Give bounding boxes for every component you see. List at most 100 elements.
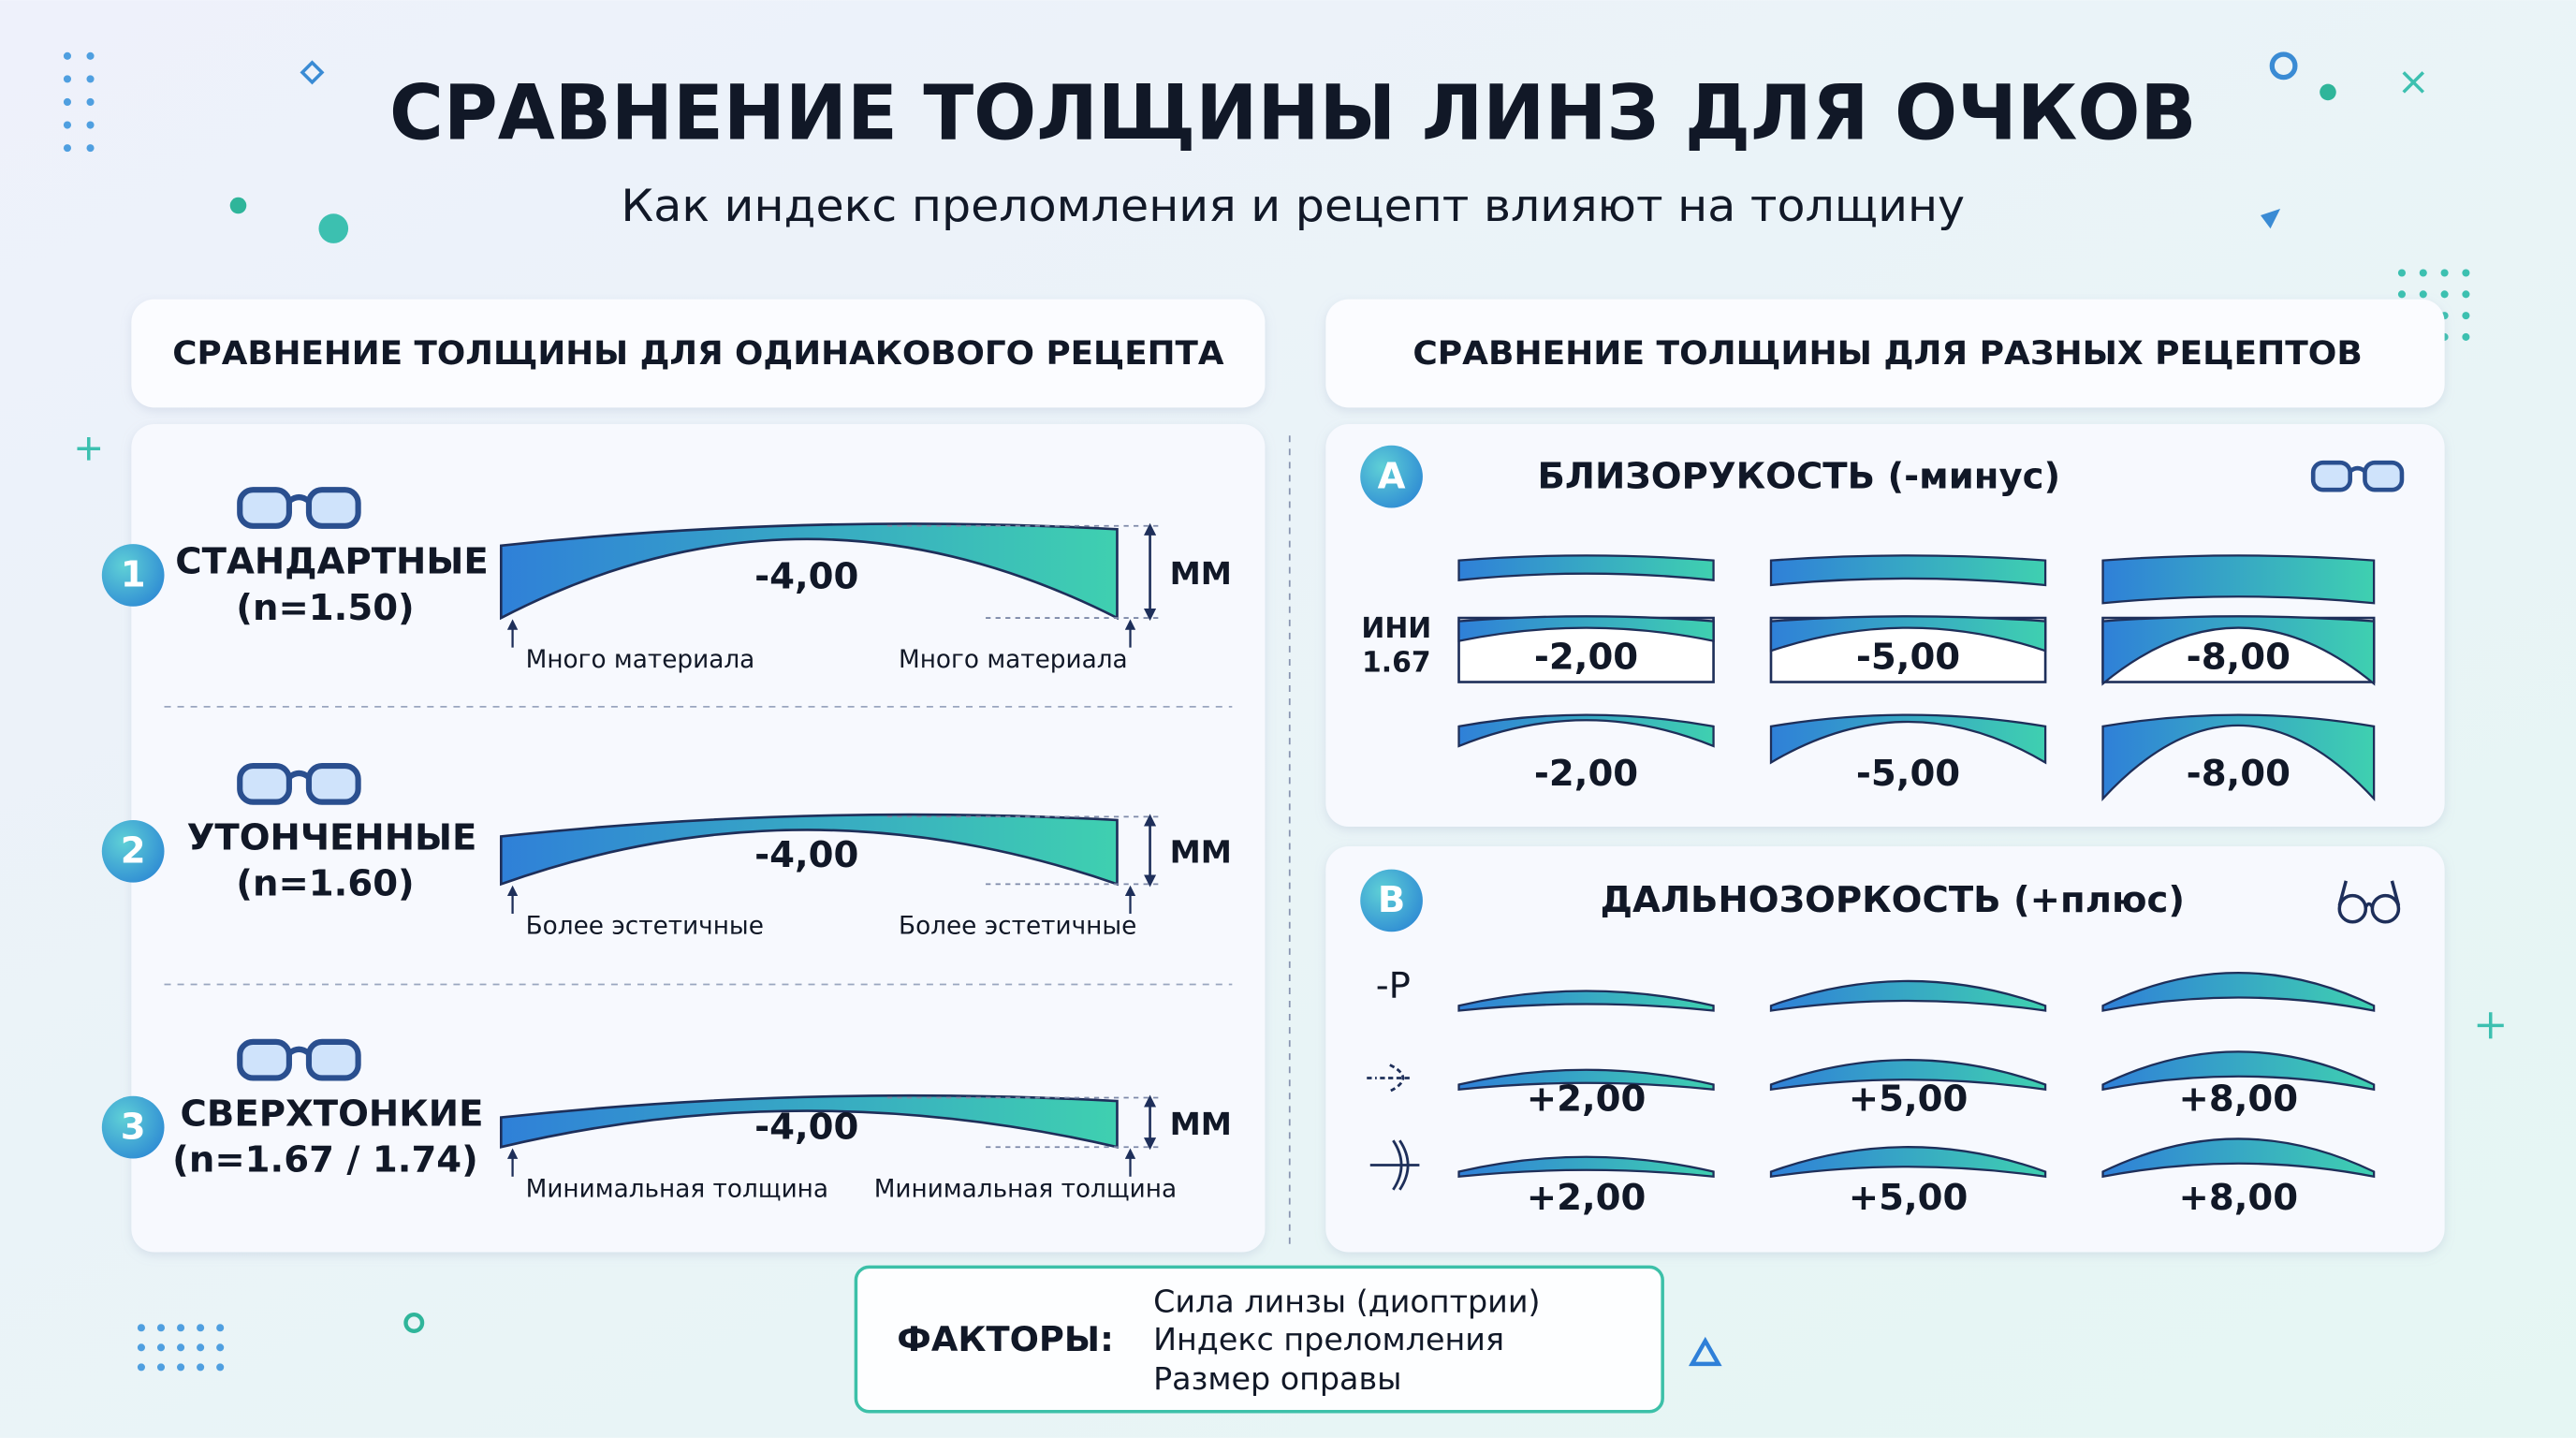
dot [2419, 290, 2427, 299]
power-label: +5,00 [1849, 1177, 1969, 1219]
badge-label: 1 [121, 554, 146, 596]
glasses-lens [237, 762, 292, 805]
factor-item: Сила линзы (диоптрии) [1153, 1283, 1540, 1319]
unit-label: ММ [1170, 833, 1232, 870]
glasses-icon [237, 487, 361, 529]
lens-shape [1457, 990, 1715, 1012]
power-label: -2,00 [1534, 636, 1638, 678]
right-panel-title: СРАВНЕНИЕ ТОЛЩИНЫ ДЛЯ РАЗНЫХ РЕЦЕПТОВ [1412, 334, 2362, 373]
lens-shape [1457, 1155, 1715, 1179]
round-glasses-icon [2337, 880, 2401, 924]
glasses-lens [2310, 460, 2352, 492]
row-label: ИНИ [1361, 612, 1431, 645]
dot [2462, 312, 2470, 320]
power-label: -5,00 [1856, 636, 1960, 678]
lens-shape [1769, 1059, 2047, 1092]
lens-side-icon [1369, 1139, 1420, 1191]
badge-label: 3 [121, 1106, 146, 1148]
dot [137, 1324, 145, 1332]
dot [2440, 290, 2449, 299]
power-label: -4,00 [754, 1106, 858, 1148]
glasses-lens [305, 1038, 361, 1081]
dot [137, 1363, 145, 1372]
dot [2462, 290, 2470, 299]
badge [101, 544, 165, 607]
dot [177, 1343, 185, 1352]
lens-type-name: СВЕРХТОНКИЕ [181, 1093, 484, 1135]
note: Много материала [526, 646, 755, 674]
lens-shape [1769, 615, 2047, 653]
left-header-box [131, 299, 1266, 408]
left-panel [131, 423, 1266, 1253]
glasses-bridge [286, 770, 311, 780]
dot [86, 51, 95, 60]
left-panel-title: СРАВНЕНИЕ ТОЛЩИНЫ ДЛЯ ОДИНАКОВОГО РЕЦЕПТ… [172, 334, 1223, 373]
glasses-icon [237, 762, 361, 805]
power-label: +8,00 [2179, 1177, 2299, 1219]
dot [156, 1363, 166, 1372]
glasses-lens [305, 762, 361, 805]
dot [63, 51, 71, 60]
power-label: +2,00 [1527, 1078, 1647, 1121]
glasses-lens [237, 1038, 292, 1081]
glasses-lens [2370, 893, 2401, 924]
lens-shape [2101, 554, 2376, 605]
section-title: БЛИЗОРУКОСТЬ (-минус) [1537, 455, 2060, 497]
badge [1360, 869, 1423, 932]
dot [137, 1343, 145, 1352]
lens-index: (n=1.67 / 1.74) [172, 1139, 478, 1181]
dot [2397, 290, 2406, 299]
glasses-lens [237, 487, 292, 529]
dot [197, 1343, 205, 1352]
lens-shape [1457, 554, 1715, 581]
lens-shape [1457, 1068, 1715, 1092]
glasses-icon [237, 1038, 361, 1081]
unit-label: ММ [1170, 1106, 1232, 1142]
dot [216, 1324, 225, 1332]
dot [156, 1324, 166, 1332]
power-label: +5,00 [1849, 1078, 1969, 1121]
glasses-icon [2310, 460, 2405, 492]
dot [197, 1363, 205, 1372]
lens-type-name: СТАНДАРТНЫЕ [175, 541, 488, 583]
lens-shape [1769, 554, 2047, 587]
badge-label: B [1378, 879, 1405, 921]
lens-shape [2101, 713, 2376, 802]
glasses-lens [2337, 893, 2368, 924]
dot [2397, 269, 2406, 277]
power-label: -4,00 [754, 834, 858, 876]
power-label: +2,00 [1527, 1177, 1647, 1219]
factor-item: Размер оправы [1153, 1360, 1401, 1397]
section-title: ДАЛЬНОЗОРКОСТЬ (+плюс) [1601, 879, 2185, 921]
note: Более эстетичные [526, 913, 764, 941]
dot [177, 1324, 185, 1332]
glasses-bridge [286, 494, 311, 504]
lens-index: (n=1.60) [236, 863, 414, 905]
right-header-box [1325, 299, 2445, 408]
dot [63, 97, 71, 106]
glasses-lens [305, 487, 361, 529]
lens-shape [1769, 979, 2047, 1012]
dot [177, 1363, 185, 1372]
lens-shape [2101, 972, 2376, 1012]
dot [2419, 269, 2427, 277]
factors-box [854, 1265, 1664, 1414]
dot [63, 144, 71, 153]
dot [156, 1343, 166, 1352]
lens-type-name: УТОНЧЕННЫЕ [187, 816, 477, 858]
dot [216, 1343, 225, 1352]
note: Более эстетичные [899, 913, 1136, 941]
glasses-bridge [2349, 465, 2366, 474]
factor-item: Индекс преломления [1153, 1321, 1504, 1357]
lens-shape [2101, 1137, 2376, 1179]
icon-label: -P [1376, 964, 1411, 1006]
dot [86, 121, 95, 129]
dot [2440, 269, 2449, 277]
glasses-bridge [286, 1046, 311, 1056]
dot [216, 1363, 225, 1372]
unit-label: ММ [1170, 555, 1232, 592]
badge [101, 1095, 165, 1159]
power-label: -8,00 [2187, 636, 2291, 678]
